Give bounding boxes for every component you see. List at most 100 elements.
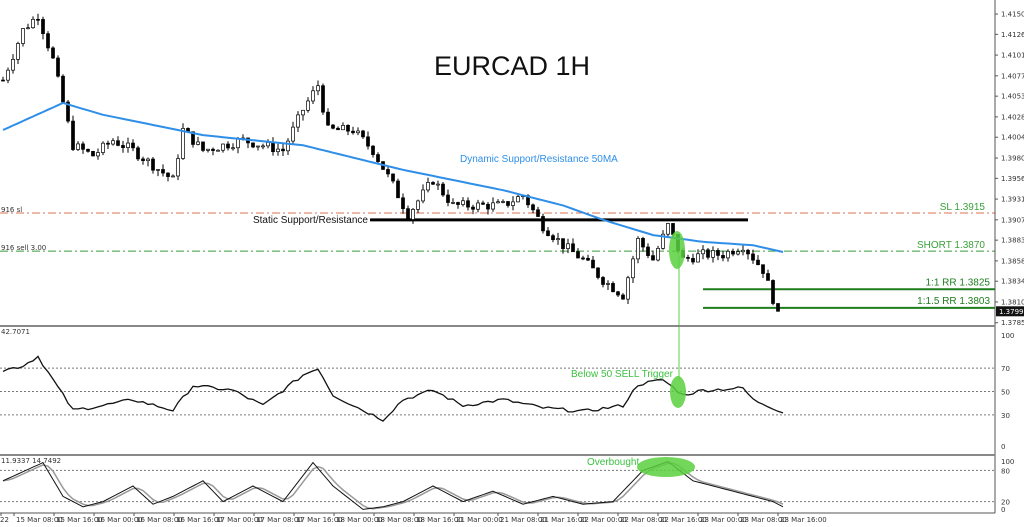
bear-candle <box>166 172 170 177</box>
bull-candle <box>411 209 415 220</box>
bear-candle <box>616 291 620 296</box>
price-tick-label: 1.37855 <box>1001 319 1024 327</box>
price-tick-label: 1.38830 <box>1001 237 1024 245</box>
bear-candle <box>201 141 205 151</box>
time-tick-label: 17 Mar 00:00 <box>216 516 263 524</box>
bear-candle <box>686 256 690 259</box>
rsi-axis-label: 100 <box>1001 332 1014 340</box>
bear-candle <box>91 151 95 157</box>
bull-candle <box>306 100 310 111</box>
bull-candle <box>111 140 115 145</box>
bear-candle <box>571 243 575 253</box>
bear-candle <box>751 253 755 261</box>
time-tick-label: 16 Mar 00:00 <box>96 516 143 524</box>
ma50-line <box>2 101 784 253</box>
bull-candle <box>181 128 185 159</box>
bull-candle <box>21 28 25 44</box>
bull-candle <box>11 59 15 71</box>
bear-candle <box>621 294 625 300</box>
bear-candle <box>56 57 60 77</box>
price-tick-label: 1.41260 <box>1001 31 1024 39</box>
bull-candle <box>476 202 480 210</box>
bull-candle <box>556 238 560 241</box>
rsi-line <box>2 355 784 422</box>
time-tick-label: 21 Mar 00:00 <box>456 516 503 524</box>
bear-candle <box>746 249 750 255</box>
bull-candle <box>701 249 705 255</box>
bear-candle <box>731 250 735 255</box>
bull-candle <box>96 152 100 157</box>
rsi-annotation: Below 50 SELL Trigger <box>571 369 674 380</box>
bear-candle <box>336 127 340 131</box>
bear-candle <box>651 255 655 261</box>
bull-candle <box>461 200 465 205</box>
bull-candle <box>661 233 665 249</box>
time-tick-label: 15 Mar 08:00 <box>16 516 63 524</box>
short-level-line-label: SHORT 1.3870 <box>917 240 985 251</box>
bull-candle <box>496 201 500 204</box>
stoch-axis-label: 80 <box>1001 467 1010 475</box>
bull-candle <box>501 201 505 203</box>
bull-candle <box>221 143 225 151</box>
bear-candle <box>481 202 485 205</box>
bear-candle <box>766 273 770 281</box>
bear-candle <box>596 267 600 278</box>
bear-candle <box>376 154 380 162</box>
bear-candle <box>546 230 550 237</box>
bull-candle <box>316 85 320 92</box>
rsi-axis-label: 50 <box>1001 389 1010 397</box>
price-tick-label: 1.39560 <box>1001 175 1024 183</box>
bear-candle <box>581 257 585 260</box>
bull-candle <box>16 43 20 60</box>
time-tick-label: 23 Mar 16:00 <box>780 516 827 524</box>
bear-candle <box>471 206 475 210</box>
bear-candle <box>591 259 595 269</box>
bear-candle <box>271 142 275 153</box>
bear-candle <box>396 180 400 199</box>
bear-candle <box>771 280 775 304</box>
bull-candle <box>171 175 175 178</box>
bear-candle <box>441 183 445 196</box>
bear-candle <box>446 194 450 203</box>
bear-candle <box>586 257 590 261</box>
price-tick-label: 1.38345 <box>1001 278 1024 286</box>
sl-level-line-left-label: 916 sl <box>1 206 22 214</box>
bull-candle <box>341 125 345 131</box>
static-sr-label: Static Support/Resistance <box>253 215 368 226</box>
bull-candle <box>656 248 660 261</box>
bear-candle <box>281 148 285 152</box>
bear-candle <box>116 140 120 146</box>
time-tick-label: 17 Mar 08:00 <box>256 516 303 524</box>
bull-candle <box>291 126 295 142</box>
bull-candle <box>256 145 260 148</box>
rsi-value-label: 42.7071 <box>1 328 30 336</box>
bull-candle <box>426 182 430 191</box>
bear-candle <box>406 208 410 220</box>
bear-candle <box>536 209 540 217</box>
bear-candle <box>41 19 45 35</box>
bear-candle <box>716 250 720 256</box>
bear-candle <box>61 75 65 103</box>
bull-candle <box>726 250 730 259</box>
time-tick-label: 21 Mar 16:00 <box>540 516 587 524</box>
bear-candle <box>106 142 110 145</box>
time-tick-label: 21 Mar 08:00 <box>500 516 547 524</box>
time-tick-label: 22 <box>0 516 9 524</box>
price-tick-label: 1.41500 <box>1001 11 1024 19</box>
bear-candle <box>361 130 365 138</box>
bull-candle <box>736 251 740 255</box>
bear-candle <box>191 131 195 145</box>
overbought-highlight <box>637 457 695 477</box>
bear-candle <box>141 158 145 162</box>
bull-candle <box>416 200 420 210</box>
current-price-label: 1.37990 <box>999 308 1024 316</box>
bear-candle <box>431 182 435 185</box>
bear-candle <box>251 142 255 148</box>
bear-candle <box>371 145 375 155</box>
time-tick-label: 22 Mar 00:00 <box>580 516 627 524</box>
stoch-axis-label: 100 <box>1001 458 1014 466</box>
bear-candle <box>86 148 90 152</box>
bear-candle <box>456 202 460 205</box>
stoch-axis-label: 0 <box>1001 506 1005 514</box>
bear-candle <box>391 173 395 182</box>
